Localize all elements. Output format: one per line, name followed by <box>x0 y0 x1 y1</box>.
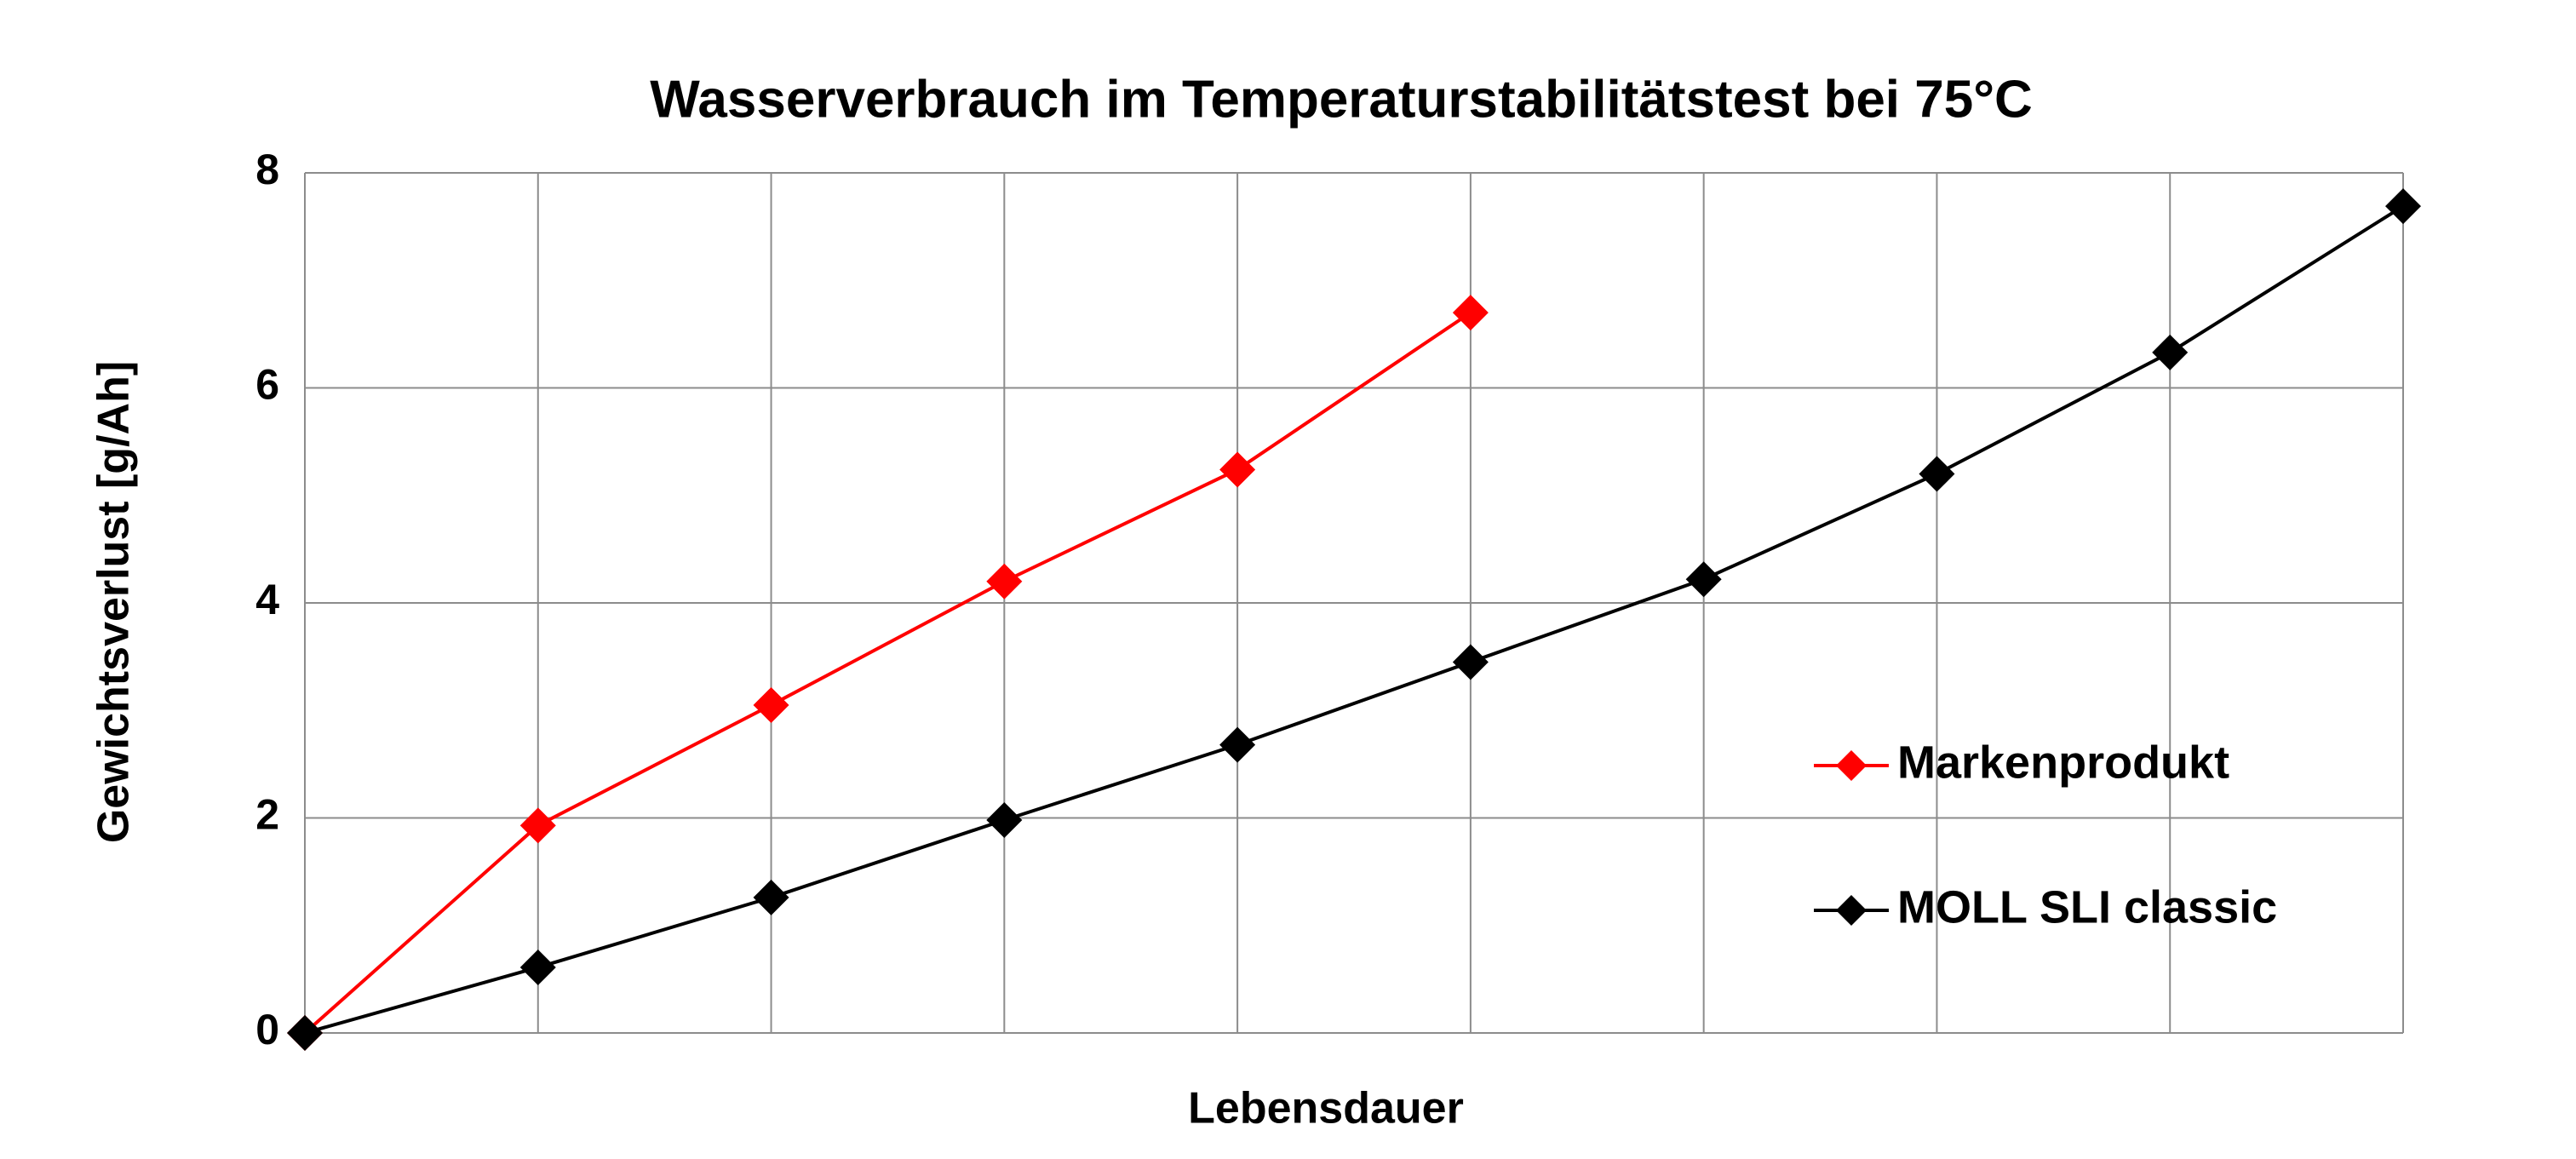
x-axis-label: Lebensdauer <box>1188 1084 1464 1133</box>
y-tick-label: 2 <box>255 791 279 839</box>
series-line <box>303 311 1472 1035</box>
marker <box>2385 188 2421 225</box>
legend-label: MOLL SLI classic <box>1897 881 2277 932</box>
chart-title: Wasserverbrauch im Temperaturstabilitäts… <box>650 70 2033 129</box>
marker <box>287 1015 323 1051</box>
marker <box>753 879 789 915</box>
marker <box>986 802 1023 839</box>
marker <box>986 563 1023 600</box>
legend-marker <box>1836 895 1867 926</box>
marker <box>2152 334 2189 370</box>
marker <box>753 686 789 723</box>
marker <box>519 949 556 985</box>
legend-marker <box>1836 750 1867 781</box>
marker <box>519 807 556 844</box>
y-tick-label: 8 <box>255 146 279 193</box>
y-tick-label: 6 <box>255 361 279 409</box>
marker <box>1919 456 1955 492</box>
y-tick-label: 0 <box>255 1006 279 1053</box>
marker <box>1685 561 1722 598</box>
marker <box>1219 726 1256 763</box>
y-axis-label: Gewichtsverlust [g/Ah] <box>89 361 139 843</box>
marker <box>1219 451 1256 488</box>
marker <box>1452 644 1489 680</box>
y-tick-label: 4 <box>255 576 279 623</box>
series-line <box>304 204 2405 1035</box>
legend-label: Markenprodukt <box>1897 737 2229 788</box>
marker <box>1452 295 1489 331</box>
